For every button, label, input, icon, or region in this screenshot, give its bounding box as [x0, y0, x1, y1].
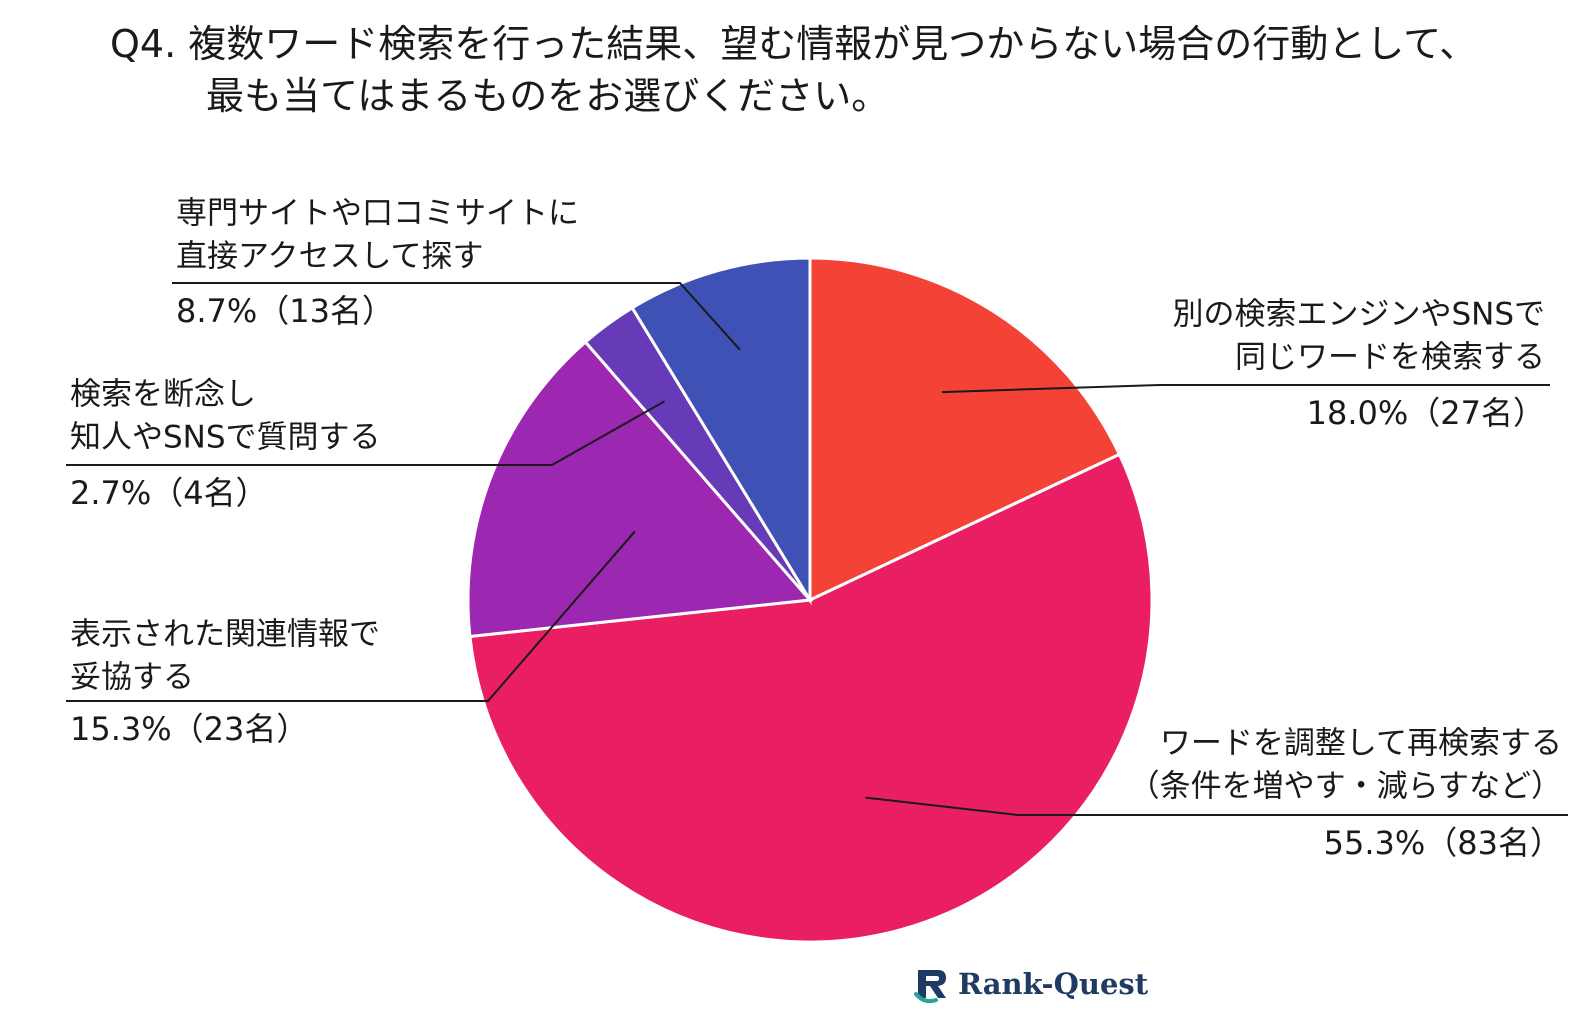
leader-line-3 [66, 400, 666, 466]
leader-line-2 [66, 530, 636, 702]
chart-title-line-1: Q4. 複数ワード検索を行った結果、望む情報が見つからない場合の行動として、 [110, 22, 1478, 66]
brand-logo: Rank-Quest [912, 960, 1148, 1008]
slice-label-0-line-0: 別の検索エンジンやSNSで [1172, 297, 1545, 333]
leader-line-4 [172, 282, 741, 351]
logo-text: Rank-Quest [958, 967, 1149, 1001]
slice-value-4: 8.7%（13名） [176, 292, 394, 330]
slice-value-1: 55.3%（83名） [1324, 824, 1562, 862]
pie-slice-2 [466, 339, 814, 639]
slice-label-1-line-0: ワードを調整して再検索する [1160, 726, 1562, 762]
slice-label-3-line-1: 知人やSNSで質問する [70, 420, 381, 456]
slice-label-2-line-1: 妥協する [70, 660, 194, 696]
pie-slices [466, 256, 1154, 944]
chart-title-line-2: 最も当てはまるものをお選びください。 [206, 74, 890, 118]
slice-label-1-line-1: （条件を増やす・減らすなど） [1129, 769, 1562, 805]
pie-slice-0 [808, 256, 1122, 603]
pie-slice-4 [630, 256, 812, 606]
leader-line-0 [941, 384, 1550, 394]
slice-label-4-line-1: 直接アクセスして探す [176, 239, 484, 275]
slice-label-2-line-0: 表示された関連情報で [70, 617, 380, 653]
chart-title: Q4. 複数ワード検索を行った結果、望む情報が見つからない場合の行動として、 最… [110, 18, 1550, 122]
slice-value-3: 2.7%（4名） [70, 474, 268, 512]
leader-lines [66, 282, 1568, 816]
slice-label-3-line-0: 検索を断念し [70, 377, 256, 413]
rank-quest-logo-icon [914, 970, 946, 1004]
slice-value-2: 15.3%（23名） [70, 710, 308, 748]
slice-label-4-line-0: 専門サイトや口コミサイトに [176, 196, 579, 232]
pie-slice-1 [468, 452, 1154, 944]
slice-label-0-line-1: 同じワードを検索する [1235, 340, 1545, 376]
slice-value-0: 18.0%（27名） [1307, 394, 1545, 432]
leader-line-1 [865, 796, 1568, 816]
